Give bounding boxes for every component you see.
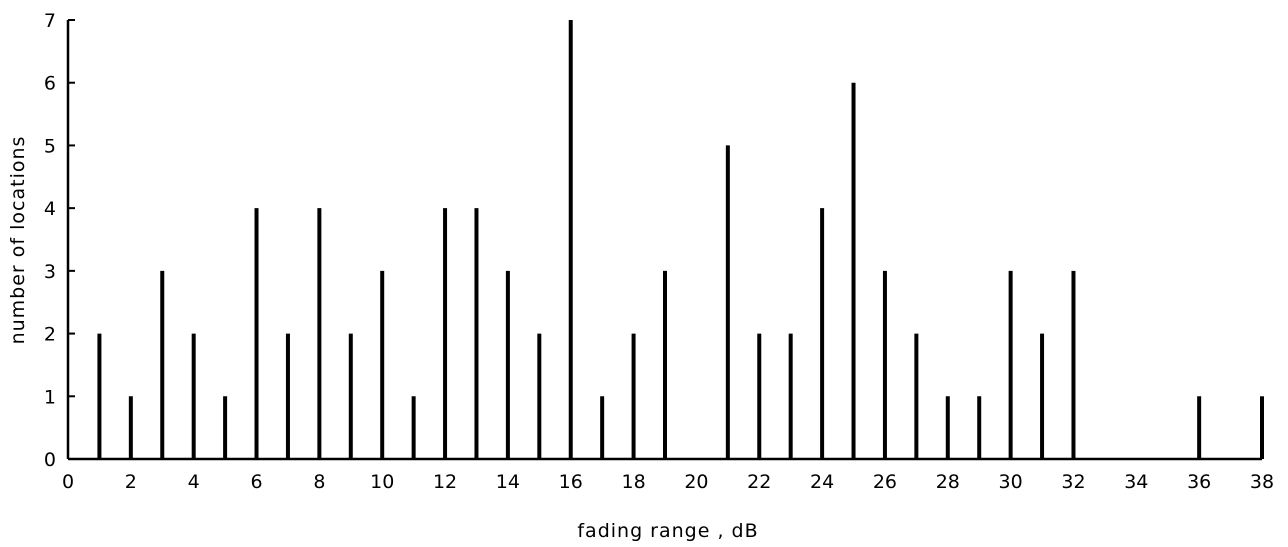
x-tick-label: 36: [1187, 471, 1211, 493]
x-tick-label: 10: [370, 471, 394, 493]
x-tick-label: 2: [125, 471, 137, 493]
y-tick-label: 3: [44, 261, 56, 283]
x-axis-title: fading range , dB: [577, 520, 758, 542]
x-tick-label: 34: [1124, 471, 1148, 493]
y-tick-label: 2: [44, 324, 56, 346]
x-tick-label: 30: [999, 471, 1023, 493]
y-axis-ticks: 0 1 2 3 4 5 6 7: [44, 10, 75, 471]
x-tick-label: 20: [684, 471, 708, 493]
x-tick-label: 28: [936, 471, 960, 493]
x-tick-label: 22: [747, 471, 771, 493]
y-tick-label: 4: [44, 198, 56, 220]
y-tick-label: 7: [44, 10, 56, 32]
x-tick-label: 32: [1061, 471, 1085, 493]
x-axis-ticks: 0 2 4 6 8 10 12 14 16 18 20 22 24 26 28 30 32 34 36 38: [62, 471, 1274, 493]
x-tick-label: 4: [188, 471, 200, 493]
x-tick-label: 26: [873, 471, 897, 493]
x-tick-label: 38: [1250, 471, 1274, 493]
y-axis-title: number of locations: [7, 136, 29, 345]
y-tick-label: 6: [44, 73, 56, 95]
x-tick-label: 24: [810, 471, 834, 493]
bars-group: [97, 20, 1264, 459]
y-tick-label: 1: [44, 386, 56, 408]
x-tick-label: 8: [313, 471, 325, 493]
x-tick-label: 6: [250, 471, 262, 493]
x-tick-label: 12: [433, 471, 457, 493]
x-tick-label: 14: [496, 471, 520, 493]
y-tick-label: 5: [44, 135, 56, 157]
y-tick-label: 0: [44, 449, 56, 471]
x-tick-label: 0: [62, 471, 74, 493]
x-tick-label: 16: [559, 471, 583, 493]
x-tick-label: 18: [621, 471, 645, 493]
